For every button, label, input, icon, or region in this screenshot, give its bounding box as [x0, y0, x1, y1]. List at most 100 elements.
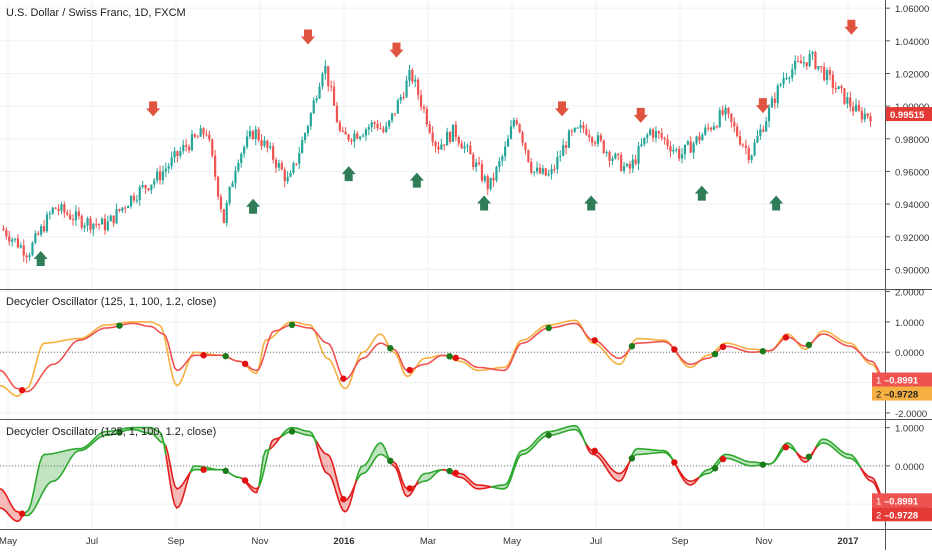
candle-body: [83, 225, 86, 228]
candle-body: [715, 126, 718, 128]
candle-body: [765, 121, 768, 132]
candle-body: [828, 70, 832, 75]
candle-body: [245, 136, 249, 147]
bullish-cross-dot: [116, 322, 123, 329]
candle-body: [132, 195, 136, 201]
bullish-cross-dot: [545, 324, 552, 332]
candle-body: [318, 86, 321, 99]
filled-oscillator-line-2: [674, 463, 700, 486]
candle-body: [11, 239, 14, 242]
candle-body: [248, 131, 252, 137]
bearish-cross-dot: [241, 360, 249, 368]
candle-body: [814, 52, 817, 69]
candle-body: [373, 122, 376, 124]
time-tick-label: Jul: [86, 536, 98, 547]
candle-body: [269, 146, 272, 148]
signal-line-series-2: [0, 319, 886, 398]
bearish-cross-dot: [591, 337, 598, 344]
candle-body: [709, 127, 713, 130]
candle-body: [643, 137, 646, 145]
filled-oscillator-line-2: [0, 507, 25, 523]
candle-body: [185, 144, 188, 147]
candle-body: [118, 209, 121, 211]
price-tick-label: 0.96000: [895, 167, 929, 178]
candle-body: [541, 168, 544, 174]
candle-body: [40, 226, 43, 235]
candle-body: [747, 147, 750, 160]
filled-oscillator-line-2: [258, 448, 271, 487]
oscillator-lines-pane[interactable]: Decycler Oscillator (125, 1, 100, 1.2, c…: [0, 296, 886, 398]
candle-body: [472, 154, 475, 168]
buy-arrow-icon: [33, 250, 48, 266]
candle-body: [399, 97, 402, 101]
candle-body: [863, 113, 866, 120]
candle-body: [164, 168, 167, 172]
crossover-dots: [18, 321, 813, 394]
candle-body: [45, 214, 49, 232]
grid-lines: [0, 0, 885, 529]
candle-body: [672, 149, 675, 152]
candle-body: [37, 233, 40, 235]
time-scale[interactable]: May Jul Sep Nov 2016 Mar May Jul Sep Nov 2017: [0, 536, 859, 547]
time-tick-label: 2016: [333, 536, 354, 547]
candle-body: [193, 134, 196, 137]
candle-body: [701, 134, 704, 141]
candle-body: [60, 204, 63, 211]
oscillator-filled-title: Decycler Oscillator (125, 1, 100, 1.2, c…: [6, 426, 216, 438]
candle-body: [115, 209, 118, 224]
oscillator-fill-pane[interactable]: Decycler Oscillator (125, 1, 100, 1.2, c…: [0, 424, 886, 523]
candle-body: [591, 137, 594, 143]
bullish-cross-dot: [387, 457, 394, 465]
filled-oscillator-line-1: [491, 428, 588, 490]
series-badge-number: 2 -: [876, 390, 887, 401]
candle-body: [811, 52, 814, 55]
candle-body: [799, 60, 803, 64]
bullish-cloud-fill: [491, 425, 587, 489]
oscillator-tick-label: 0.0000: [895, 348, 924, 359]
candle-body: [796, 60, 800, 62]
bearish-cross-dot: [241, 477, 249, 484]
candle-body: [344, 131, 347, 135]
series-badge-number: 2 -: [876, 510, 887, 521]
candle-body: [521, 132, 524, 143]
candle-body: [208, 134, 211, 140]
candle-body: [512, 120, 515, 127]
price-tick-label: 0.94000: [895, 200, 929, 211]
candle-body: [222, 209, 225, 223]
candle-body: [518, 124, 521, 133]
candle-body: [457, 137, 460, 144]
bearish-cross-dot: [18, 386, 26, 394]
price-scale[interactable]: 1.060001.040001.020001.000000.980000.960…: [885, 4, 929, 511]
filled-oscillator-line-2: [698, 442, 798, 478]
sell-arrow-icon: [633, 107, 648, 123]
candle-body: [306, 126, 310, 134]
candle-body: [19, 245, 22, 248]
candle-body: [89, 218, 92, 230]
candle-body: [127, 206, 130, 209]
bullish-cross-dot: [545, 432, 552, 439]
crossover-dots-filled: [18, 428, 813, 517]
candle-body: [199, 128, 202, 137]
series-badge-value: -0.8991: [886, 376, 919, 387]
candle-body: [625, 163, 629, 167]
price-pane[interactable]: U.S. Dollar / Swiss Franc, 1D, FXCM: [2, 7, 872, 266]
candle-body: [533, 171, 536, 173]
filled-oscillator-line-2: [189, 465, 242, 479]
time-tick-label: Jul: [590, 536, 602, 547]
candle-body: [25, 255, 28, 258]
filled-oscillator-line-1: [417, 468, 443, 485]
candle-body: [515, 120, 518, 125]
bearish-cross-dot: [719, 455, 727, 463]
candle-body: [109, 215, 112, 222]
candle-body: [605, 151, 608, 153]
buy-arrow-icon: [341, 166, 356, 182]
series-badge-value: -0.9728: [886, 510, 918, 521]
series-value-badge: [872, 507, 932, 522]
bearish-cross-dot: [591, 447, 598, 455]
oscillator-tick-label: 1.0000: [895, 318, 924, 329]
candle-body: [103, 218, 107, 231]
candle-body: [283, 169, 286, 182]
price-chart-title: U.S. Dollar / Swiss Franc, 1D, FXCM: [6, 7, 186, 19]
